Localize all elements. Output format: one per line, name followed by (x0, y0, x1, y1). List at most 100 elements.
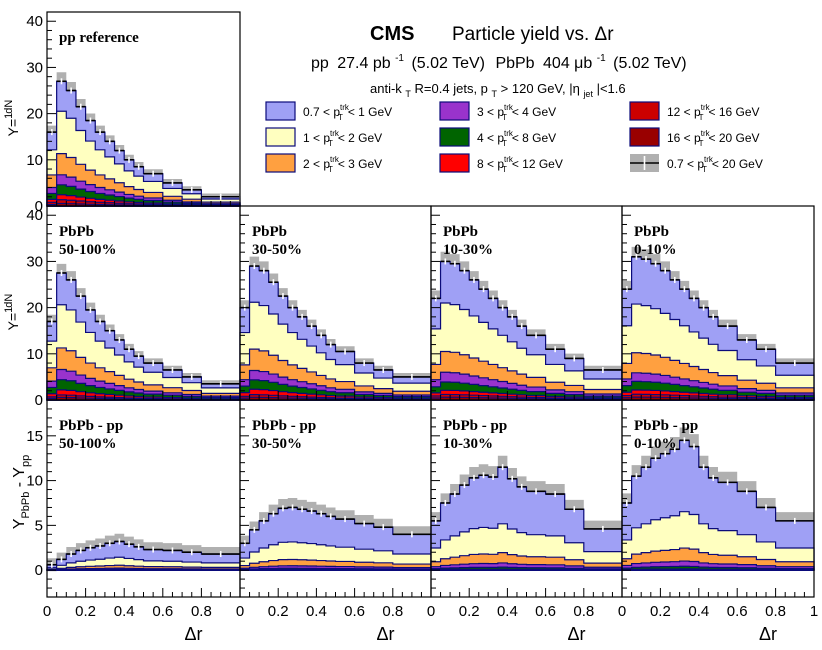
d010-xtick-label: 0.6 (727, 603, 748, 620)
pp-ytick-label: 0 (35, 198, 43, 215)
jets-text: anti-k (370, 81, 402, 96)
d010-xtick-label: 0 (618, 603, 626, 620)
d1030-xtick-label: 0.6 (535, 603, 556, 620)
panel-d1030 (430, 455, 623, 571)
c1030-label: PbPb (443, 224, 478, 240)
legend-entry-3: 3 < ptrk T < 4 GeV (439, 101, 556, 122)
legend-entry-5: 8 < ptrk T < 12 GeV (439, 153, 563, 174)
energy-pbpb: (5.02 TeV) (613, 55, 687, 72)
pp-ytick-label: 10 (26, 152, 43, 169)
legend-entry-2: 2 < ptrk T < 3 GeV (265, 153, 382, 174)
legend-swatch-4 (439, 127, 470, 147)
c3050-label: PbPb (252, 224, 287, 240)
panel-pp (46, 72, 241, 207)
pp-ytick-label: 30 (26, 59, 43, 76)
legend-swatch-1 (265, 127, 296, 147)
d1030-xtick-label: 0 (427, 603, 435, 620)
d010-xtick-label: 1 (810, 603, 818, 620)
legend-swatch-2 (265, 153, 296, 173)
panel-d3050 (239, 498, 432, 571)
c50100-ytick-label: 20 (26, 300, 43, 317)
d1030-xtick-label: 0.4 (497, 603, 518, 620)
panel-c3050 (239, 256, 432, 401)
ylabel-pbpb: Y=1 dN (3, 294, 21, 331)
d3050-sublabel: 30-50% (252, 436, 302, 452)
pp-ytick-label: 40 (26, 13, 43, 30)
energy-pp: (5.02 TeV) (411, 55, 485, 72)
d1030-xtick-label: 0.2 (459, 603, 480, 620)
d1030-xtick-label: 0.8 (573, 603, 594, 620)
d010-xtick-label: 0.4 (688, 603, 709, 620)
c3050-sublabel: 30-50% (252, 242, 302, 258)
ylabel-yield-mid: Y=1 dN (3, 294, 21, 331)
d3050-xtick-label: 0.8 (382, 603, 403, 620)
c010-sublabel: 0-10% (634, 242, 677, 258)
legend-label-7: 16 < ptrk T < 20 GeV (667, 129, 760, 148)
ylabel-diff-text: YPbPb - Ypp (11, 455, 32, 529)
d3050-xtick-label: 0 (236, 603, 244, 620)
legend-label-3: 3 < ptrk T < 4 GeV (477, 103, 556, 122)
legend-entry-7: 16 < ptrk T < 20 GeV (629, 127, 760, 148)
c1030-sublabel: 10-30% (443, 242, 493, 258)
d010-xtick-label: 0.2 (650, 603, 671, 620)
d50100-xlabel: Δr (184, 624, 202, 644)
legend-entry-4: 4 < ptrk T < 8 GeV (439, 127, 556, 148)
d50100-xtick-label: 0.8 (191, 603, 212, 620)
lumi-line: pp 27.4 pb -1 (5.02 TeV) PbPb 404 μb -1 … (311, 48, 687, 72)
legend-entry-8: 0.7 < ptrk T < 20 GeV (630, 154, 763, 174)
c50100-sublabel: 50-100% (59, 242, 117, 258)
experiment-label: CMS (370, 23, 414, 45)
legend-entry-1: 1 < ptrk T < 2 GeV (265, 127, 382, 148)
legend: 0.7 < ptrk T < 1 GeV 1 < ptrk T < 2 GeV 2 < pt… (265, 101, 763, 174)
legend-swatch-3 (439, 101, 470, 121)
lumi-pbpb: 404 μb (543, 55, 592, 72)
c010-label: PbPb (634, 224, 669, 240)
jets-rest: R=0.4 jets, p (415, 81, 488, 96)
d50100-label: PbPb - pp (59, 418, 123, 434)
d3050-xlabel: Δr (376, 624, 394, 644)
legend-entry-0: 0.7 < ptrk T < 1 GeV (265, 101, 392, 122)
pp-ytick-label: 20 (26, 106, 43, 123)
jet-selection: anti-k T R=0.4 jets, p T > 120 GeV, |η j… (370, 81, 626, 100)
c50100-ytick-label: 10 (26, 346, 43, 363)
legend-label-0: 0.7 < ptrk T < 1 GeV (303, 103, 392, 122)
panel-c1030 (430, 251, 623, 401)
header-block: CMS Particle yield vs. Δr pp 27.4 pb -1 … (311, 23, 687, 100)
panel-d50100 (46, 533, 241, 572)
lumi-pp: 27.4 pb (337, 55, 390, 72)
legend-label-4: 4 < ptrk T < 8 GeV (477, 129, 556, 148)
c50100-ytick-label: 0 (35, 392, 43, 409)
pbpb-text: PbPb (495, 55, 534, 72)
panel-c010 (621, 246, 815, 401)
pt-sub: T (492, 89, 498, 99)
ylabel-yield-top: Y=1 dN (3, 100, 21, 137)
ylabel-pp: Y=1 dN (3, 100, 21, 137)
d50100-xtick-label: 0.2 (75, 603, 96, 620)
legend-label-8: 0.7 < ptrk T < 20 GeV (667, 155, 763, 174)
d010-label: PbPb - pp (634, 418, 698, 434)
c50100-ytick-label: 40 (26, 207, 43, 224)
eta-cut: |<1.6 (597, 81, 626, 96)
legend-label-6: 12 < ptrk T < 16 GeV (667, 103, 760, 122)
legend-swatch-0 (265, 101, 296, 121)
d1030-sublabel: 10-30% (443, 436, 493, 452)
d50100-sublabel: 50-100% (59, 436, 117, 452)
d50100-ytick-label: 0 (35, 562, 43, 579)
jets-sub: T (405, 89, 411, 99)
legend-swatch-6 (629, 101, 660, 121)
pt-cut: > 120 GeV, |η (501, 81, 580, 96)
legend-entry-6: 12 < ptrk T < 16 GeV (629, 101, 760, 122)
panel-d010 (621, 427, 815, 571)
d50100-xtick-label: 0.6 (152, 603, 173, 620)
lumi-pp-exp: -1 (395, 53, 404, 64)
legend-swatch-7 (629, 127, 660, 147)
c50100-ytick-label: 30 (26, 253, 43, 270)
d010-sublabel: 0-10% (634, 436, 677, 452)
d1030-xlabel: Δr (567, 624, 585, 644)
d50100-ytick-label: 10 (26, 473, 43, 490)
d50100-ytick-label: 15 (26, 428, 43, 445)
legend-label-2: 2 < ptrk T < 3 GeV (303, 155, 382, 174)
d1030-label: PbPb - pp (443, 418, 507, 434)
